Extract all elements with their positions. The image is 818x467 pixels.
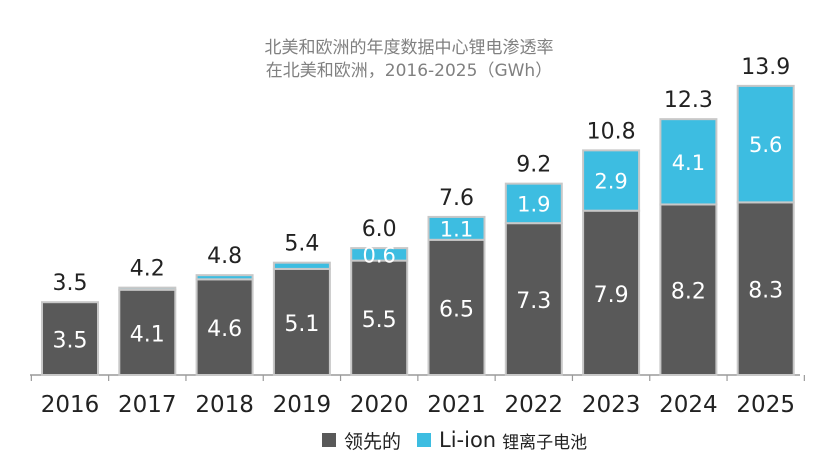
bar-segment-leading: [427, 238, 486, 376]
bar-segment-leading: [195, 278, 254, 377]
bar-total-label: 13.9: [741, 55, 790, 80]
x-tick-label: 2025: [736, 392, 795, 418]
bar-total-label: 12.3: [664, 88, 713, 113]
bar-segment-leading: [41, 301, 99, 377]
legend-label-liion: Li-ion: [439, 428, 497, 452]
chart-subtitle: 在北美和欧洲，2016-2025（GWh）: [265, 61, 553, 81]
bar-segment-leading: [582, 209, 641, 376]
legend-swatch-liion: [417, 433, 432, 447]
bar-total-label: 5.4: [284, 232, 319, 257]
legend-label-liion-suffix: 锂离子电池: [502, 432, 588, 453]
bar-label-leading: 3.5: [53, 329, 88, 354]
bar-label-leading: 5.1: [284, 312, 319, 337]
x-tick-label: 2024: [659, 392, 718, 418]
bar-segment-liion: [195, 274, 254, 281]
x-tick-label: 2023: [582, 392, 641, 418]
x-tick-label: 2022: [505, 392, 564, 418]
bar-total-label: 4.2: [130, 257, 165, 282]
legend-label-leading: 领先的: [344, 430, 402, 453]
bar-label-leading: 8.3: [748, 279, 783, 304]
bar-segment-liion: [350, 247, 409, 262]
bar-label-leading: 5.5: [362, 308, 397, 333]
bar-total-label: 3.5: [53, 271, 88, 296]
bar-label-liion: 0.6: [362, 243, 395, 267]
chart-legend: 领先的 Li-ion 锂离子电池: [322, 425, 587, 455]
bar-segment-leading: [736, 201, 795, 376]
bar-total-label: 4.8: [207, 244, 242, 269]
bar-segment-liion: [582, 149, 641, 212]
x-tick-label: 2020: [350, 392, 409, 418]
x-tick-label: 2017: [118, 392, 177, 418]
bar-segment-liion: [272, 261, 331, 270]
bar-label-leading: 6.5: [439, 297, 474, 322]
legend-swatch-leading: [322, 433, 336, 447]
bar-segment-leading: [659, 203, 718, 376]
bar-segment-liion: [736, 84, 795, 204]
bar-segment-leading: [272, 267, 331, 377]
bar-total-label: 7.6: [439, 186, 474, 211]
bar-label-leading: 4.6: [207, 317, 242, 342]
bar-label-leading: 7.3: [516, 289, 551, 314]
x-tick-label: 2018: [195, 392, 254, 418]
bar-total-label: 10.8: [587, 119, 636, 144]
bar-total-label: 9.2: [516, 153, 551, 178]
bar-segment-liion: [659, 118, 718, 206]
bar-segment-liion: [118, 286, 177, 291]
bar-segment-leading: [118, 288, 177, 376]
bar-label-leading: 4.1: [130, 322, 165, 347]
x-tick-label: 2019: [273, 392, 332, 418]
x-tick-label: 2016: [41, 392, 100, 418]
bar-total-label: 6.0: [362, 217, 397, 242]
bar-label-liion: 1.9: [517, 192, 550, 216]
bar-label-liion: 1.1: [440, 217, 473, 241]
bar-label-liion: 4.1: [672, 151, 705, 175]
bar-segment-leading: [504, 222, 563, 376]
chart-title: 北美和欧洲的年度数据中心锂电渗透率: [264, 38, 554, 58]
x-tick-label: 2021: [427, 392, 486, 418]
bar-label-liion: 5.6: [749, 133, 782, 157]
bar-segment-liion: [427, 215, 486, 241]
bar-segment-liion: [504, 182, 563, 225]
bar-label-leading: 8.2: [671, 280, 706, 305]
bar-label-leading: 7.9: [594, 283, 629, 308]
bar-label-liion: 2.9: [594, 170, 627, 194]
